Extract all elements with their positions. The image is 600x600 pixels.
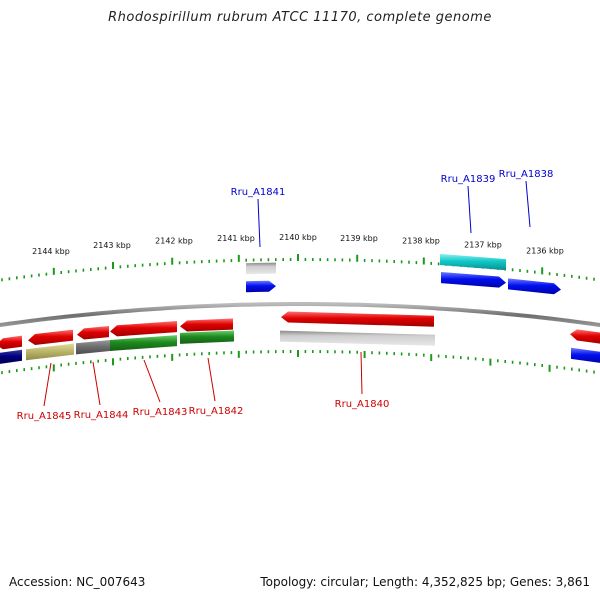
gene-feature [76,340,110,355]
gene-feature [281,311,434,327]
kbp-label: 2142 kbp [155,237,193,246]
genome-summary-text: Topology: circular; Length: 4,352,825 bp… [260,575,590,589]
gene-feature [441,272,506,288]
kbp-label: 2136 kbp [526,247,564,256]
gene-label: Rru_A1840 [335,399,390,410]
map-title: Rhodospirillum rubrum ATCC 11170, comple… [108,10,492,25]
gene-feature [246,262,276,275]
kbp-label: 2144 kbp [32,247,70,256]
gene-feature [110,335,177,351]
gene-feature [440,253,506,271]
gene-feature [28,329,73,345]
accession-text: Accession: NC_007643 [9,575,146,589]
kbp-label: 2141 kbp [217,234,255,243]
kbp-label: 2143 kbp [93,241,131,250]
callout-leader-line [43,362,52,407]
gene-feature [0,349,22,364]
gene-feature [570,329,600,344]
kbp-labels: 2144 kbp 2143 kbp 2142 kbp 2141 kbp 2140 kbp… [32,233,564,256]
genome-backbone [0,302,600,328]
gene-feature [280,330,435,346]
gene-feature [180,330,234,344]
callout-leader-line [525,180,531,228]
outer-tick-ring [1,254,595,282]
gene-label: Rru_A1841 [231,187,286,198]
gene-label: Rru_A1844 [74,410,129,421]
gene-feature [246,280,276,293]
gene-label: Rru_A1843 [133,407,188,418]
kbp-label: 2140 kbp [279,233,317,242]
gene-feature [0,335,22,350]
gene-label: Rru_A1839 [441,174,496,185]
callout-leader-line [143,359,161,403]
gene-feature [508,278,561,295]
gene-feature [571,347,600,363]
gene-features [0,253,600,364]
inner-tick-ring [1,350,595,375]
callout-leader-line [467,185,472,234]
callout-leader-line [207,357,216,402]
callout-leader-line [92,361,101,406]
gene-label: Rru_A1845 [17,411,72,422]
kbp-label: 2138 kbp [402,236,440,245]
gene-label: Rru_A1838 [499,169,554,180]
kbp-label: 2137 kbp [464,241,502,250]
gene-feature [110,321,177,337]
gene-feature [26,343,74,361]
gene-label: Rru_A1842 [189,406,244,417]
kbp-label: 2139 kbp [340,234,378,243]
gene-feature [180,318,233,332]
gene-feature [77,326,109,340]
callout-leader-line [257,198,261,248]
callout-leader-line [360,351,363,395]
